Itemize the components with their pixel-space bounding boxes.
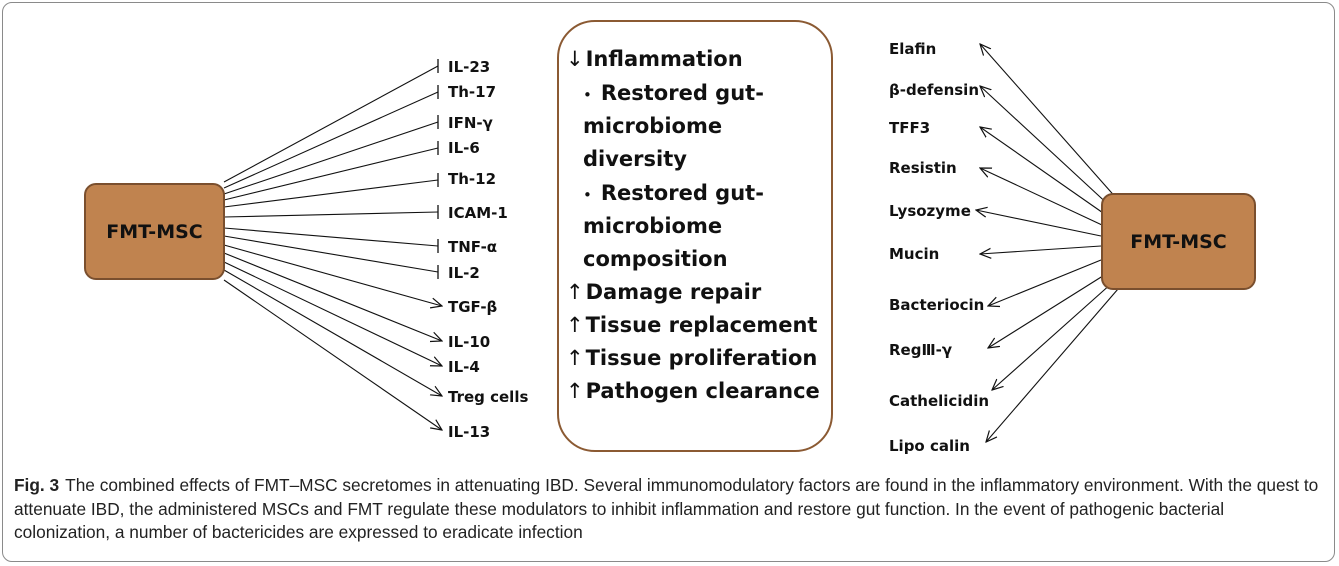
bactericide-arrow xyxy=(980,44,1119,201)
factor-label: IL-23 xyxy=(448,58,491,76)
factor-label: Treg cells xyxy=(448,388,529,406)
up-arrow-icon: ↑ xyxy=(566,313,584,337)
effect-line: composition xyxy=(583,247,728,271)
bactericide-arrow xyxy=(980,168,1103,226)
inhibition-line xyxy=(223,211,439,218)
bactericide-label: Lysozyme xyxy=(889,202,971,220)
factor-label: IL-13 xyxy=(448,423,491,441)
left-fmt-msc-box: FMT-MSC xyxy=(84,183,225,280)
bactericide-arrow xyxy=(980,86,1113,209)
right-box-label: FMT-MSC xyxy=(1130,230,1227,253)
bullet-icon: • xyxy=(583,86,592,104)
bactericide-label: Elafin xyxy=(889,40,937,58)
activation-arrow xyxy=(223,261,442,366)
effect-line: ↑Tissue replacement xyxy=(566,313,818,337)
bactericide-arrow xyxy=(988,259,1102,306)
bactericide-label: Cathelicidin xyxy=(889,392,990,410)
effect-line: ↑Tissue proliferation xyxy=(566,346,818,370)
effect-line: microbiome xyxy=(583,114,723,138)
inhibition-line xyxy=(223,65,439,183)
factor-label: TNF-α xyxy=(448,238,498,256)
inhibition-line xyxy=(223,91,439,189)
activation-arrow xyxy=(223,244,442,306)
inhibition-line xyxy=(223,121,439,195)
factor-label: ICAM-1 xyxy=(448,204,508,222)
down-arrow-icon: ↓ xyxy=(566,47,584,71)
up-arrow-icon: ↑ xyxy=(566,280,584,304)
bactericide-label: RegⅢ-γ xyxy=(889,341,953,359)
factor-label: IL-6 xyxy=(448,139,480,157)
factor-label: Th-12 xyxy=(448,170,497,188)
factor-label: TGF-β xyxy=(448,298,498,316)
bactericide-label: β-defensin xyxy=(889,81,979,99)
factor-label: IFN-γ xyxy=(448,114,493,132)
bullet-icon: • xyxy=(583,186,592,204)
effect-line: ↓Inflammation xyxy=(566,47,743,71)
inhibition-line xyxy=(223,235,439,273)
caption-label: Fig. 3 xyxy=(14,475,60,495)
bactericide-arrow xyxy=(980,127,1107,216)
inhibition-line xyxy=(223,179,439,208)
bactericide-label: Bacteriocin xyxy=(889,296,985,314)
outcomes-box xyxy=(557,20,833,452)
factor-label: IL-2 xyxy=(448,264,480,282)
up-arrow-icon: ↑ xyxy=(566,379,584,403)
factor-label: IL-10 xyxy=(448,333,491,351)
figure-caption: Fig. 3 The combined effects of FMT–MSC se… xyxy=(14,474,1324,545)
effect-line: microbiome xyxy=(583,214,723,238)
effect-line: diversity xyxy=(583,147,687,171)
activation-arrow xyxy=(223,252,442,341)
factor-label: Th-17 xyxy=(448,83,497,101)
bactericide-arrow xyxy=(986,288,1119,442)
bactericide-label: TFF3 xyxy=(889,119,931,137)
inhibition-line xyxy=(223,227,439,247)
caption-text: The combined effects of FMT–MSC secretom… xyxy=(14,475,1319,542)
right-fmt-msc-box: FMT-MSC xyxy=(1101,193,1256,290)
up-arrow-icon: ↑ xyxy=(566,346,584,370)
bactericide-label: Resistin xyxy=(889,159,957,177)
effect-line: • Restored gut- xyxy=(583,181,764,205)
activation-arrow xyxy=(223,269,442,396)
bactericide-arrow xyxy=(988,273,1107,348)
inhibition-line xyxy=(223,147,439,201)
factor-label: IL-4 xyxy=(448,358,480,376)
bactericide-arrow xyxy=(992,282,1113,390)
effect-line: ↑Damage repair xyxy=(566,280,762,304)
bactericide-label: Lipo calin xyxy=(889,437,970,455)
bactericide-arrow xyxy=(980,245,1102,254)
left-box-label: FMT-MSC xyxy=(106,220,203,243)
activation-arrow xyxy=(223,279,442,430)
bactericide-arrow xyxy=(976,210,1102,237)
bactericide-label: Mucin xyxy=(889,245,940,263)
effect-line: • Restored gut- xyxy=(583,81,764,105)
effect-line: ↑Pathogen clearance xyxy=(566,379,820,403)
